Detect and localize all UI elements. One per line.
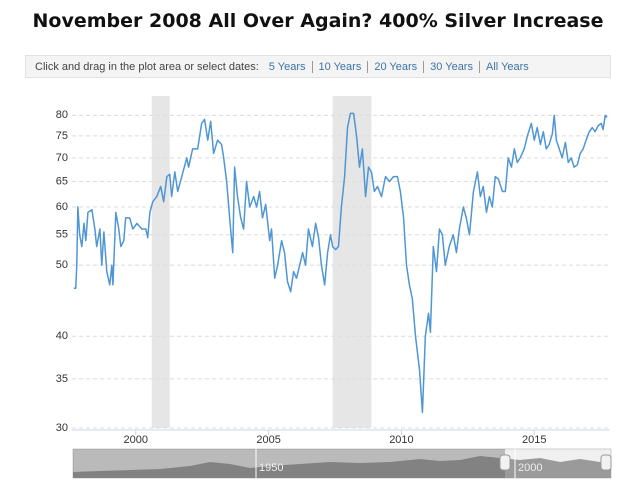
y-tick-label: 30: [56, 422, 68, 434]
y-tick-label: 50: [56, 259, 68, 271]
x-tick-label: 2010: [389, 434, 413, 446]
zoom-option[interactable]: 30 Years: [423, 61, 479, 73]
zoom-option[interactable]: 20 Years: [367, 61, 424, 73]
line: [73, 112, 608, 414]
navigator-mask: [73, 449, 505, 478]
y-tick-label: 55: [56, 229, 68, 241]
x-tick-label: 2015: [522, 434, 546, 446]
navigator: 1950 2000: [72, 448, 612, 479]
y-tick-label: 40: [56, 330, 68, 342]
zoom-option[interactable]: All Years: [478, 61, 535, 73]
navigator-handle[interactable]: [600, 454, 612, 471]
navigator-handle[interactable]: [499, 454, 511, 471]
navigator-label: 1950: [259, 462, 283, 474]
y-tick-label: 80: [56, 109, 68, 121]
y-tick-label: 65: [56, 175, 68, 187]
zoom-option[interactable]: 10 Years: [311, 61, 368, 73]
y-tick-label: 60: [56, 201, 68, 213]
zoom-bar: Click and drag in the plot area or selec…: [25, 55, 611, 78]
y-tick-label: 75: [56, 130, 68, 142]
navigator-label: 2000: [518, 462, 542, 474]
shaded-period: [151, 96, 170, 428]
x-tick-label: 2000: [124, 434, 148, 446]
y-tick-label: 35: [56, 373, 68, 385]
y-tick-label: 70: [56, 152, 68, 164]
zoom-prompt: Click and drag in the plot area or selec…: [35, 61, 259, 73]
shaded-period: [332, 96, 372, 428]
chart-title: November 2008 All Over Again? 400% Silve…: [32, 10, 604, 32]
x-tick-label: 2005: [256, 434, 280, 446]
navigator-area: [73, 456, 611, 478]
zoom-option[interactable]: 5 Years: [268, 61, 306, 73]
